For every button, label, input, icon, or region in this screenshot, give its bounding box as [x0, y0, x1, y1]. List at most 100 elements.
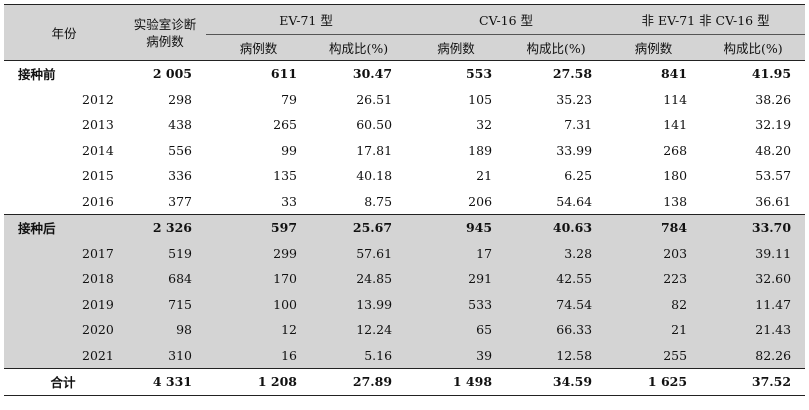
sub-header-ratio: 构成比(%) — [526, 41, 586, 56]
data-cell: 105 — [468, 91, 493, 107]
section-total-cell: 40.63 — [552, 220, 593, 236]
data-cell: 138 — [663, 193, 688, 209]
data-cell: 12 — [281, 322, 298, 338]
data-cell: 53.57 — [755, 168, 792, 184]
data-cell: 684 — [168, 271, 193, 287]
section-total-cell: 33.70 — [751, 220, 792, 236]
table-row: 2021 310 16 5.16 39 12.58 255 82.26 — [4, 342, 806, 369]
data-cell: 8.75 — [364, 193, 393, 209]
data-cell: 74.54 — [556, 296, 593, 312]
year-cell: 2020 — [82, 322, 114, 338]
year-header: 年份 — [51, 26, 77, 41]
section-total-cell: 41.95 — [751, 66, 792, 82]
table-row: 2020 98 12 12.24 65 66.33 21 21.43 — [4, 317, 806, 343]
data-cell: 13.99 — [356, 296, 393, 312]
diagnosed-header-line2: 病例数 — [146, 33, 184, 49]
year-cell: 2014 — [82, 142, 114, 158]
data-cell: 48.20 — [755, 142, 792, 158]
indent-cell — [4, 189, 74, 215]
indent-cell — [4, 138, 74, 164]
data-cell: 291 — [468, 271, 493, 287]
section-total-cell: 30.47 — [352, 66, 393, 82]
data-cell: 223 — [663, 271, 688, 287]
table-row: 2013 438 265 60.50 32 7.31 141 32.19 — [4, 112, 805, 138]
indent-cell — [4, 163, 74, 189]
data-cell: 33 — [281, 193, 298, 209]
data-cell: 65 — [476, 322, 493, 338]
data-cell: 66.33 — [556, 322, 593, 338]
group-header-cv16: CV-16 型 — [406, 4, 607, 35]
year-cell: 2019 — [82, 296, 114, 312]
indent-cell — [4, 343, 74, 369]
section-total-cell: 27.58 — [552, 66, 593, 82]
table-row: 2012 298 79 26.51 105 35.23 114 38.26 — [4, 87, 805, 113]
cases-table: 年份 实验室诊断 病例数 EV-71 型 CV-16 型 非 EV-71 非 C… — [4, 4, 806, 396]
data-cell: 24.85 — [356, 271, 393, 287]
section-total-cell: 25.67 — [352, 220, 393, 236]
section-label: 接种后 — [18, 221, 56, 237]
indent-cell — [4, 292, 74, 318]
data-cell: 5.16 — [364, 347, 393, 363]
data-cell: 310 — [168, 347, 193, 363]
data-cell: 39 — [476, 347, 493, 363]
summary-cell: 1 208 — [257, 374, 298, 390]
data-cell: 38.26 — [755, 91, 792, 107]
data-cell: 7.31 — [564, 117, 593, 133]
year-cell: 2013 — [82, 117, 114, 133]
data-cell: 17.81 — [356, 142, 393, 158]
data-cell: 79 — [281, 91, 298, 107]
section-total-cell: 2 005 — [152, 66, 193, 82]
data-cell: 21 — [476, 168, 493, 184]
group-header-ev71: EV-71 型 — [206, 4, 407, 35]
data-cell: 42.55 — [556, 271, 593, 287]
sub-header-cases: 病例数 — [437, 41, 475, 56]
indent-cell — [4, 317, 74, 343]
data-cell: 3.28 — [564, 245, 593, 261]
section-total-cell: 553 — [465, 66, 493, 82]
section-total-row: 接种后 2 326 597 25.67 945 40.63 784 33.70 — [4, 214, 806, 241]
data-cell: 255 — [663, 347, 688, 363]
data-cell: 11.47 — [755, 296, 792, 312]
indent-cell — [4, 266, 74, 292]
section-total-cell: 945 — [465, 220, 493, 236]
data-cell: 298 — [168, 91, 193, 107]
summary-cell: 1 625 — [647, 374, 688, 390]
section-total-cell: 784 — [660, 220, 688, 236]
data-cell: 57.61 — [356, 245, 393, 261]
data-cell: 265 — [273, 117, 298, 133]
data-cell: 82 — [671, 296, 688, 312]
data-cell: 16 — [281, 347, 298, 363]
data-cell: 170 — [273, 271, 298, 287]
data-cell: 40.18 — [356, 168, 393, 184]
data-cell: 189 — [468, 142, 493, 158]
summary-row: 合计 4 331 1 208 27.89 1 498 34.59 1 625 3… — [4, 368, 806, 395]
year-cell: 2017 — [82, 245, 114, 261]
indent-cell — [4, 112, 74, 138]
data-cell: 36.61 — [755, 193, 792, 209]
section-total-row: 接种前 2 005 611 30.47 553 27.58 841 41.95 — [4, 60, 806, 87]
data-cell: 556 — [168, 142, 193, 158]
data-cell: 35.23 — [556, 91, 593, 107]
data-cell: 100 — [273, 296, 298, 312]
data-cell: 60.50 — [356, 117, 393, 133]
sub-header-ratio: 构成比(%) — [723, 41, 783, 56]
data-cell: 114 — [663, 91, 688, 107]
data-cell: 98 — [176, 322, 193, 338]
group-header-other: 非 EV-71 非 CV-16 型 — [606, 4, 806, 35]
data-cell: 26.51 — [356, 91, 393, 107]
diagnosed-header-line1: 实验室诊断 — [133, 16, 197, 32]
data-cell: 6.25 — [564, 168, 593, 184]
year-cell: 2021 — [82, 347, 114, 363]
data-cell: 180 — [663, 168, 688, 184]
data-cell: 21 — [671, 322, 688, 338]
data-cell: 21.43 — [755, 322, 792, 338]
sub-header-cases: 病例数 — [634, 41, 673, 56]
summary-cell: 1 498 — [452, 374, 493, 390]
table-row: 2016 377 33 8.75 206 54.64 138 36.61 — [4, 189, 805, 215]
section-label: 接种前 — [18, 67, 56, 83]
data-cell: 336 — [168, 168, 193, 184]
year-cell: 2012 — [82, 91, 114, 107]
summary-cell: 34.59 — [552, 374, 593, 390]
data-cell: 268 — [663, 142, 688, 158]
table-row: 2018 684 170 24.85 291 42.55 223 32.60 — [4, 266, 806, 292]
